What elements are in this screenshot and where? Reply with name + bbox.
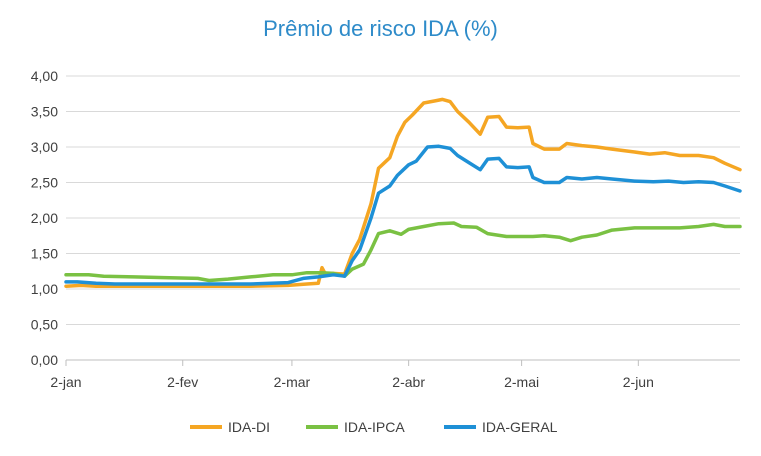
series-line-ida-di (64, 97, 742, 288)
legend-label: IDA-DI (228, 419, 270, 435)
y-tick-label: 4,00 (31, 68, 58, 84)
y-tick-label: 3,00 (31, 139, 58, 155)
y-tick-label: 0,00 (31, 352, 58, 368)
chart-title: Prêmio de risco IDA (%) (263, 16, 498, 41)
y-axis-ticks: 0,00 0,50 1,00 1,50 2,00 2,50 3,00 3,50 4,00 (31, 68, 58, 368)
gridlines (66, 75, 740, 325)
legend-label: IDA-IPCA (344, 419, 405, 435)
series-lines (64, 97, 742, 288)
y-tick-label: 1,00 (31, 281, 58, 297)
y-tick-label: 2,00 (31, 210, 58, 226)
legend: IDA-DI IDA-IPCA IDA-GERAL (190, 419, 558, 435)
series-line-ida-ipca (64, 221, 742, 283)
x-tick-label: 2-abr (392, 374, 425, 390)
x-tick-label: 2-fev (167, 374, 198, 390)
y-tick-label: 3,50 (31, 104, 58, 120)
y-tick-label: 0,50 (31, 317, 58, 333)
y-tick-label: 2,50 (31, 175, 58, 191)
series-line-ida-geral (64, 144, 742, 286)
x-tick-label: 2-jan (50, 374, 81, 390)
x-tick-label: 2-mar (274, 374, 311, 390)
legend-label: IDA-GERAL (482, 419, 558, 435)
x-axis-ticks: 2-jan 2-fev 2-mar 2-abr 2-mai 2-jun (50, 360, 654, 390)
x-tick-label: 2-mai (504, 374, 539, 390)
y-tick-label: 1,50 (31, 246, 58, 262)
x-tick-label: 2-jun (623, 374, 654, 390)
